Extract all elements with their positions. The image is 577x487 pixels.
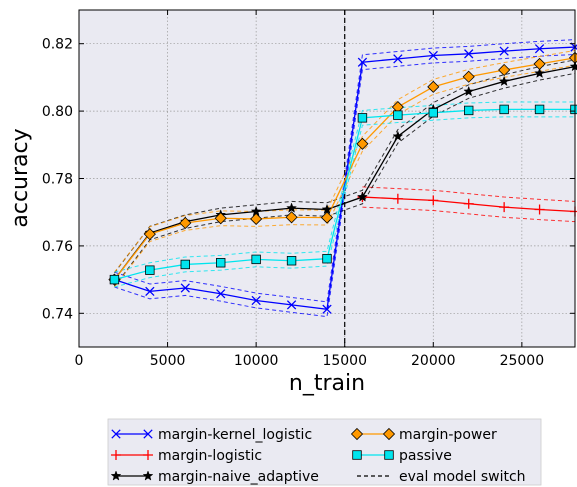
legend-marker-margin-naive-adaptive [110,470,122,481]
margin-power-point [533,57,546,70]
passive-point [216,258,226,268]
margin-power-band-upper [114,49,576,273]
legend-label-margin-kernel-logistic: margin-kernel_logistic [158,427,312,443]
passive-point [357,113,368,123]
legend-label-eval-model-switch: eval model switch [399,469,526,485]
series-markers [108,42,577,314]
margin-power-point [462,70,475,83]
x-axis-label: n_train [289,371,365,396]
margin-kernel-logistic-point [428,50,438,61]
margin-power-point [427,80,440,93]
margin-naive-adaptive-point [356,191,368,202]
y-tick-label: 0.74 [42,306,73,322]
passive-point [109,274,120,285]
axis-ticks: 0 5000 10000 15000 20000 25000 0.74 0.76 0.78 0.8… [42,10,575,369]
margin-kernel-logistic-point [499,46,509,56]
margin-power-point [320,211,334,224]
margin-naive-adaptive-point [534,67,546,78]
margin-kernel-logistic-band-upper [114,39,576,303]
legend-marker-margin-kernel-logistic [143,429,153,439]
x-tick-label: 10000 [234,353,279,369]
legend-marker-margin-logistic [143,450,153,460]
margin-naive-adaptive-band-upper [114,59,576,274]
legend-label-margin-power: margin-power [399,427,497,443]
margin-power-point [498,63,511,77]
margin-power-point [250,212,263,226]
margin-kernel-logistic-point [322,304,332,314]
passive-point [251,254,261,265]
margin-power-point [285,211,298,224]
margin-kernel-logistic-point [357,57,368,67]
margin-kernel-logistic-point [145,286,155,297]
legend: margin-kernel_logistic margin-power margin… [107,418,542,486]
passive-line [114,108,575,281]
legend-marker-passive [384,450,394,460]
margin-kernel-logistic-point [393,54,403,64]
x-tick-label: 5000 [150,353,186,369]
passive-point [145,265,155,275]
margin-power-point [356,137,369,150]
passive-point [534,104,545,115]
margin-power-point [179,216,192,230]
passive-point [393,110,403,120]
y-tick-label: 0.76 [42,239,73,255]
y-tick-label: 0.82 [42,37,73,53]
legend-box [107,418,542,486]
x-tick-label: 20000 [411,353,456,369]
margin-logistic-point [392,193,403,204]
legend-marker-margin-logistic [111,450,121,460]
passive-point [570,104,577,115]
passive-point [180,259,190,270]
margin-logistic-point [534,204,545,215]
margin-power-point [214,212,227,225]
legend-marker-margin-power [350,427,364,441]
legend-label-margin-logistic: margin-logistic [158,448,262,464]
passive-point [286,256,297,266]
margin-power-point [143,228,156,241]
legend-marker-passive [352,450,362,460]
y-tick-label: 0.78 [42,172,73,188]
margin-logistic-band-upper [362,186,576,202]
legend-marker-margin-naive-adaptive [142,470,154,481]
passive-point [322,254,332,264]
margin-power-band-lower [114,64,576,288]
x-tick-label: 25000 [500,353,545,369]
margin-logistic-point [499,202,510,213]
passive-point [428,108,438,118]
margin-logistic-band-lower [362,206,576,223]
margin-kernel-logistic-point [464,49,474,59]
passive-point [464,105,474,116]
margin-kernel-logistic-point [534,44,545,54]
margin-logistic-point [428,195,439,206]
margin-naive-adaptive-band-lower [114,72,576,287]
margin-naive-adaptive-point [498,75,510,87]
margin-kernel-logistic-point [180,283,190,293]
y-axis-label: accuracy [8,128,33,227]
margin-kernel-logistic-band-lower [114,53,576,318]
margin-logistic-point [463,198,474,209]
x-tick-label: 0 [75,353,84,369]
margin-naive-adaptive-point [392,130,404,141]
y-tick-label: 0.80 [42,104,73,120]
legend-marker-margin-power [382,427,396,441]
x-tick-label: 15000 [322,353,367,369]
margin-kernel-logistic-point [216,289,226,299]
passive-point [499,104,509,115]
margin-power-line [113,57,576,280]
margin-naive-adaptive-point [286,202,298,213]
series-lines [113,46,576,310]
margin-kernel-logistic-point [251,295,261,306]
legend-label-passive: passive [399,448,452,464]
margin-naive-adaptive-line [113,65,576,280]
margin-kernel-logistic-point [286,300,297,310]
legend-marker-margin-kernel-logistic [111,429,121,439]
legend-label-margin-naive-adaptive: margin-naive_adaptive [158,469,319,485]
margin-naive-adaptive-point [463,85,475,97]
